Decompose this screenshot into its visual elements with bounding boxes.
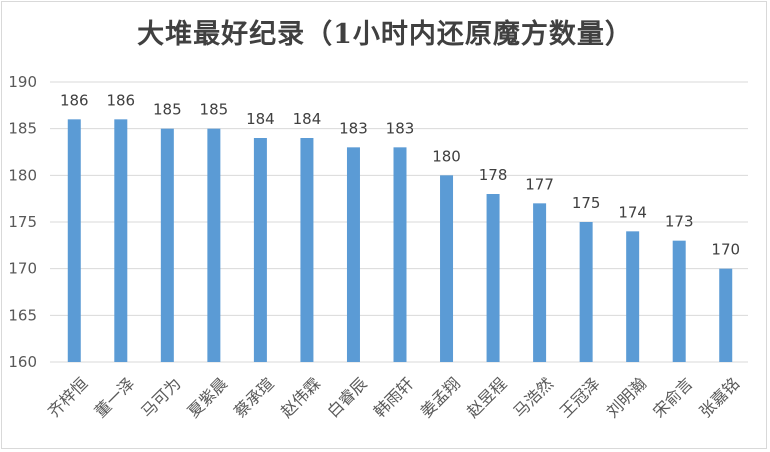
data-label: 178 bbox=[479, 166, 508, 184]
category-label: 王冠泽 bbox=[556, 374, 603, 421]
data-label: 170 bbox=[711, 241, 740, 259]
y-tick-label: 170 bbox=[8, 260, 37, 278]
category-label: 马浩然 bbox=[510, 374, 557, 421]
bars bbox=[67, 119, 733, 362]
y-tick-label: 185 bbox=[8, 120, 37, 138]
chart-title: 大堆最好纪录（1小时内还原魔方数量） bbox=[137, 19, 633, 50]
category-label: 白睿辰 bbox=[323, 374, 370, 421]
bar bbox=[114, 119, 128, 362]
y-tick-label: 175 bbox=[8, 213, 37, 231]
bar bbox=[207, 128, 221, 362]
data-label: 173 bbox=[665, 213, 694, 231]
category-label: 蔡承瑄 bbox=[230, 374, 277, 421]
y-tick-label: 165 bbox=[8, 306, 37, 324]
category-label: 董一泽 bbox=[91, 374, 138, 421]
bar bbox=[533, 203, 547, 362]
bar bbox=[160, 128, 174, 362]
category-labels: 齐梓恒 董一泽 马可为 夏紫晨 蔡承瑄 赵伟霖 白睿辰 韩雨轩 姜孟翔 赵昱程 马浩然 王冠泽 刘明瀚宋… bbox=[44, 374, 743, 421]
category-label: 张嘉铭 bbox=[696, 374, 743, 421]
bar bbox=[67, 119, 81, 362]
data-label: 186 bbox=[106, 91, 135, 109]
category-label: 宋俞言 bbox=[649, 374, 696, 421]
category-label: 赵昱程 bbox=[463, 374, 510, 421]
data-label: 180 bbox=[432, 147, 461, 165]
bar bbox=[719, 268, 733, 362]
category-label: 姜孟翔 bbox=[416, 374, 463, 421]
data-label: 183 bbox=[339, 119, 368, 137]
bar bbox=[440, 175, 454, 362]
bar bbox=[626, 231, 640, 362]
data-labels: 186 186 185 185 184 184 183 183 180 178 177 175 174 1… bbox=[60, 91, 740, 258]
bar bbox=[346, 147, 360, 362]
y-tick-label: 160 bbox=[8, 353, 37, 371]
data-label: 175 bbox=[572, 194, 601, 212]
data-label: 185 bbox=[200, 101, 229, 119]
data-label: 184 bbox=[293, 110, 322, 128]
data-label: 184 bbox=[246, 110, 275, 128]
category-label: 赵伟霖 bbox=[277, 374, 324, 421]
data-label: 185 bbox=[153, 101, 182, 119]
category-label: 刘明瀚 bbox=[603, 374, 650, 421]
y-tick-label: 190 bbox=[8, 73, 37, 91]
category-label: 齐梓恒 bbox=[44, 374, 91, 421]
bar bbox=[393, 147, 407, 362]
data-label: 177 bbox=[525, 175, 554, 193]
category-label: 韩雨轩 bbox=[370, 374, 417, 421]
data-label: 174 bbox=[618, 203, 647, 221]
bar bbox=[579, 222, 593, 362]
data-label: 186 bbox=[60, 91, 89, 109]
y-axis-ticks: 160 165 170 175 180 185 190 bbox=[8, 73, 37, 371]
bar bbox=[253, 138, 267, 362]
data-label: 183 bbox=[386, 119, 415, 137]
bar bbox=[300, 138, 314, 362]
bar bbox=[672, 240, 686, 362]
category-label: 夏紫晨 bbox=[184, 374, 231, 421]
y-tick-label: 180 bbox=[8, 166, 37, 184]
bar bbox=[486, 194, 500, 362]
category-label: 马可为 bbox=[137, 374, 184, 421]
